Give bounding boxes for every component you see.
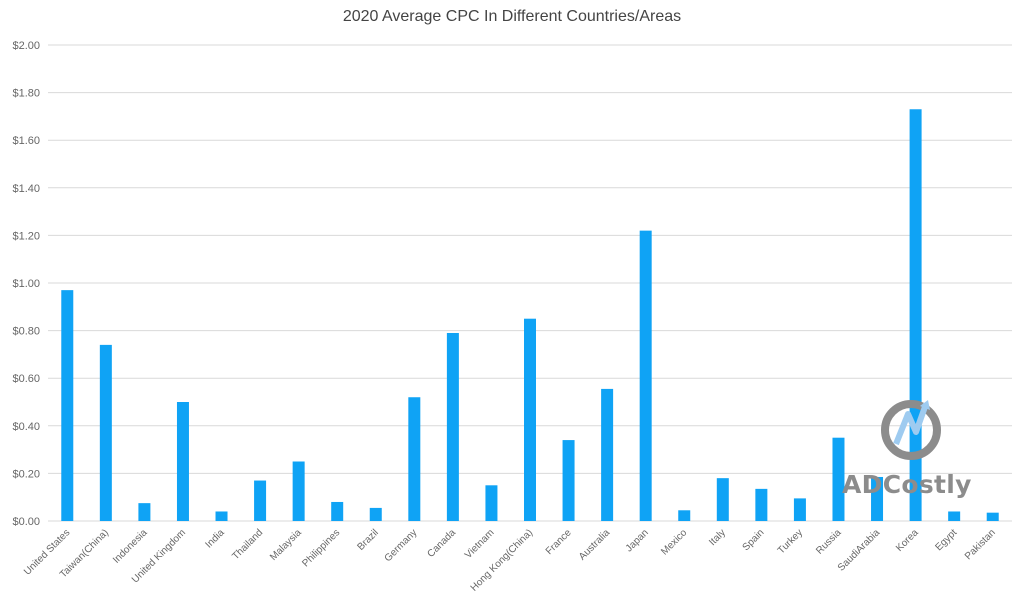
- bar: [716, 478, 729, 521]
- bar: [639, 230, 652, 521]
- bar: [871, 476, 884, 521]
- bar: [215, 511, 228, 521]
- x-tick-label: Malaysia: [268, 527, 304, 563]
- chart-title: 2020 Average CPC In Different Countries/…: [342, 8, 682, 25]
- x-tick-label: India: [204, 527, 227, 550]
- y-tick-label: $1.20: [12, 230, 40, 242]
- bar: [61, 290, 74, 521]
- x-tick-label: Pakistan: [963, 527, 998, 562]
- bar: [562, 440, 575, 521]
- x-tick-label: Russia: [814, 527, 844, 557]
- x-tick-label: Australia: [577, 527, 613, 563]
- x-tick-label: Canada: [425, 527, 458, 560]
- x-tick-label: Turkey: [776, 527, 805, 556]
- x-tick-label: Japan: [624, 527, 651, 554]
- bar: [176, 402, 189, 521]
- y-axis-ticks: $0.00 $0.20 $0.40 $0.60 $0.80 $1.00 $1.20 $1.40…: [12, 40, 40, 528]
- bar: [678, 510, 691, 521]
- x-tick-label: Italy: [707, 527, 728, 548]
- x-tick-label: Spain: [741, 527, 767, 553]
- bar: [948, 511, 961, 521]
- x-tick-label: Egypt: [933, 527, 959, 553]
- y-tick-label: $0.00: [12, 516, 40, 528]
- bar: [292, 461, 305, 521]
- y-tick-label: $0.20: [12, 468, 40, 480]
- y-tick-label: $1.80: [12, 88, 40, 100]
- bar: [986, 512, 999, 521]
- x-tick-label: Brazil: [355, 527, 380, 552]
- bar: [138, 503, 151, 521]
- bar: [832, 437, 845, 521]
- y-tick-label: $1.60: [12, 135, 40, 147]
- y-tick-label: $0.80: [12, 326, 40, 338]
- x-tick-label: Indonesia: [111, 527, 150, 566]
- bar: [254, 480, 267, 521]
- x-tick-label: Philippines: [300, 527, 342, 569]
- bar: [99, 344, 112, 521]
- x-tick-label: France: [544, 527, 574, 557]
- y-tick-label: $0.60: [12, 373, 40, 385]
- y-tick-label: $0.40: [12, 421, 40, 433]
- bar: [446, 332, 459, 521]
- x-tick-label: Germany: [383, 527, 420, 564]
- bar: [485, 485, 498, 521]
- bar: [909, 109, 922, 521]
- x-tick-label: SaudiArabia: [836, 527, 883, 574]
- bar: [793, 498, 806, 521]
- x-tick-label: Mexico: [659, 527, 689, 557]
- x-tick-label: Korea: [894, 527, 921, 554]
- y-tick-label: $1.00: [12, 278, 40, 290]
- bar: [331, 501, 344, 521]
- bar: [601, 388, 614, 521]
- x-tick-label: Thailand: [230, 527, 265, 562]
- y-tick-label: $2.00: [12, 40, 40, 52]
- x-tick-label: Vietnam: [463, 527, 497, 561]
- y-tick-label: $1.40: [12, 183, 40, 195]
- bar: [524, 318, 536, 521]
- bars: [61, 109, 999, 521]
- bar: [408, 397, 421, 521]
- bar: [369, 507, 382, 521]
- bar: [755, 488, 768, 521]
